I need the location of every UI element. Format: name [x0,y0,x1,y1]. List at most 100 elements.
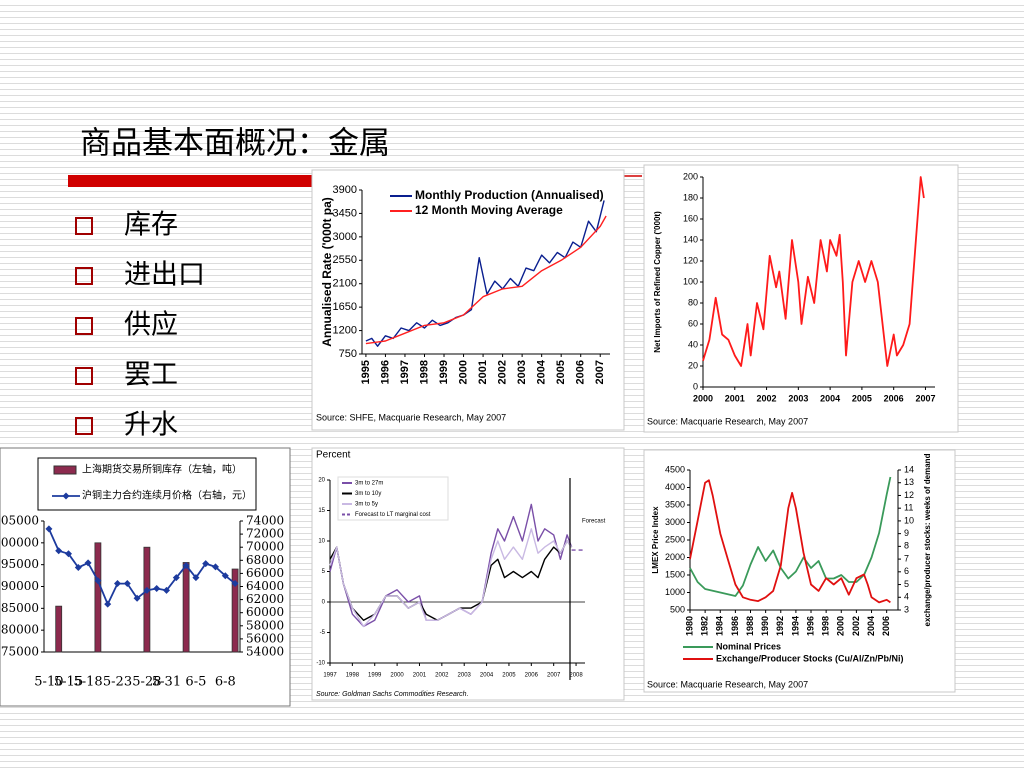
x-tick-label: 2003 [516,360,528,384]
x-tick-label: 5-15 [54,675,83,690]
x-tick-label: 1986 [730,616,740,636]
y-tick-label: 2550 [333,254,357,266]
x-tick-label: 5-10 [34,675,63,690]
x-tick-label: 2002 [435,673,449,679]
point-marker [104,600,112,608]
point-marker [143,586,151,594]
series-line [689,479,891,604]
y2-tick-label: 5 [904,579,909,589]
x-tick-label: 1998 [418,360,430,384]
point-marker [192,574,200,582]
legend-label: 上海期货交易所铜库存（左轴，吨） [82,463,242,476]
x-tick-label: 2008 [569,673,583,679]
y-tick-label: 5 [322,569,326,575]
x-tick-label: 1995 [360,360,372,384]
y-tick-label: -5 [320,630,326,636]
x-tick-label: 1988 [745,616,755,636]
x-tick-label: 2000 [457,360,469,384]
y-axis-label: Net Imports of Refined Copper ('000t) [653,211,662,353]
y-axis-label: Percent [316,450,351,461]
x-tick-label: 1980 [684,616,694,636]
x-tick-label: 2004 [866,616,876,636]
bullet-text: 升水 [124,410,178,441]
y-tick-label: 60 [688,318,698,328]
panel [311,169,625,431]
legend-label: Monthly Production (Annualised) [415,188,604,202]
y-tick-label: 180 [683,192,698,202]
y-tick-label: 20 [318,478,325,484]
y2-tick-label: 4 [904,592,909,602]
y2-tick-label: 3 [904,604,909,614]
y2-tick-label: 9 [904,528,909,538]
x-tick-label: 2001 [725,393,745,403]
y2-tick-label: 60000 [246,605,284,619]
x-tick-label: 2005 [502,673,516,679]
source-note: Source: SHFE, Macquarie Research, May 20… [316,412,506,422]
y-tick-label: 105000 [0,514,39,528]
y-tick-label: 80000 [1,623,39,637]
x-tick-label: 1994 [790,616,800,636]
y2-tick-label: 64000 [246,579,284,593]
x-tick-label: 2002 [497,360,509,384]
y-tick-label: 3900 [333,184,357,196]
point-marker [182,562,190,570]
x-tick-label: 2000 [693,393,713,403]
title-bar [68,175,312,187]
y2-tick-label: 62000 [246,592,284,606]
y-tick-label: 160 [683,213,698,223]
x-tick-label: 5-18 [73,675,102,690]
bar [143,546,151,653]
bar [94,542,102,653]
y-tick-label: 3500 [665,499,685,509]
y2-tick-label: 6 [904,566,909,576]
y2-tick-label: 56000 [246,631,284,645]
legend-swatch [53,465,77,475]
y-tick-label: 3450 [333,207,357,219]
point-marker [202,560,210,568]
y-tick-label: 4000 [665,482,685,492]
legend-label: 3m to 27m [355,481,383,487]
x-tick-label: 1998 [821,616,831,636]
y-tick-label: 90000 [1,579,39,593]
x-tick-label: 6-8 [215,675,236,690]
legend-label: 12 Month Moving Average [415,203,563,217]
x-tick-label: 2007 [915,393,935,403]
point-marker [231,580,239,588]
point-marker [212,563,219,571]
y2-tick-label: 58000 [246,618,284,632]
series-line [702,176,925,367]
y2-tick-label: 13 [904,477,914,487]
y-tick-label: 100 [683,276,698,286]
y2-tick-label: 68000 [246,553,284,567]
x-tick-label: 2004 [536,359,548,384]
point-marker [221,572,229,580]
y2-tick-label: 72000 [246,527,284,541]
point-marker [153,584,161,592]
x-tick-label: 2004 [820,393,840,403]
x-tick-label: 2003 [458,673,472,679]
bullet-box [75,367,93,385]
y-tick-label: 4500 [665,464,685,474]
point-marker [45,525,53,533]
y-tick-label: 3000 [665,517,685,527]
x-tick-label: 5-31 [152,675,181,690]
y-tick-label: -10 [316,661,325,667]
point-marker [84,559,92,567]
y-tick-label: 85000 [1,601,39,615]
x-tick-label: 2005 [852,393,872,403]
y2-tick-label: 54000 [246,645,284,659]
panel [311,447,625,701]
y-tick-label: 1500 [665,569,685,579]
y-tick-label: 0 [322,600,326,606]
x-tick-label: 2004 [480,673,494,679]
x-tick-label: 1984 [715,616,725,636]
y-tick-label: 3000 [333,231,357,243]
bar [55,605,63,653]
x-tick-label: 2006 [525,673,539,679]
point-marker [114,580,121,588]
y2-tick-label: 10 [904,515,914,525]
x-tick-label: 1997 [399,360,411,384]
x-tick-label: 2002 [851,616,861,636]
y2-tick-label: 66000 [246,566,284,580]
